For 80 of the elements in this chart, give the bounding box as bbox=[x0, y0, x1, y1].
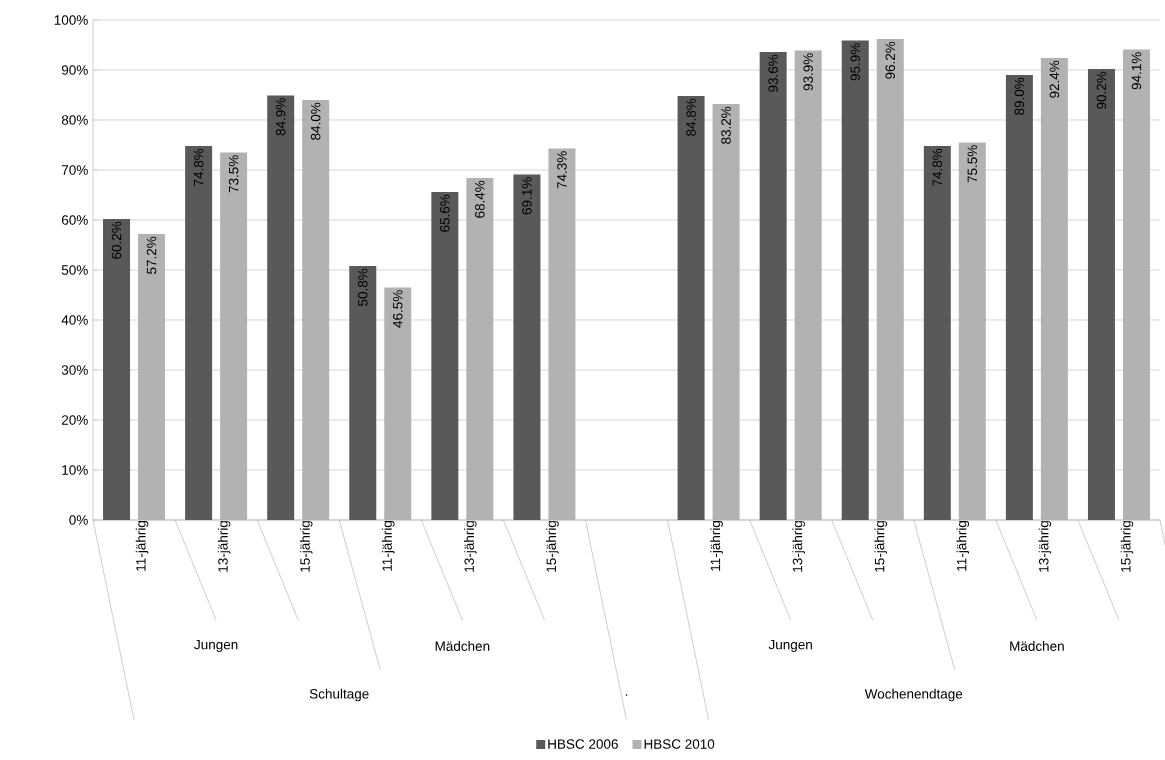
data-label: 84.8% bbox=[686, 98, 696, 136]
data-label: 46.5% bbox=[393, 290, 403, 328]
text: Jungen bbox=[194, 639, 238, 653]
bar bbox=[431, 192, 459, 520]
bar bbox=[220, 152, 248, 520]
bar bbox=[267, 95, 295, 520]
x-tick-label: 15-jährig bbox=[874, 521, 888, 572]
bar bbox=[1087, 69, 1115, 520]
bar bbox=[794, 50, 822, 520]
bar bbox=[1040, 58, 1068, 520]
text: Mädchen bbox=[435, 641, 490, 651]
y-tick-label: 60% bbox=[61, 215, 88, 225]
data-label: 57.2% bbox=[146, 236, 157, 274]
y-tick-label: 100% bbox=[54, 15, 88, 25]
bar bbox=[1005, 75, 1033, 520]
x-tick-label: 15-jährig bbox=[299, 521, 313, 572]
bar bbox=[185, 146, 213, 520]
bar bbox=[841, 40, 869, 520]
x-tick-label: 13-jährig bbox=[217, 521, 231, 572]
data-label: 75.5% bbox=[967, 145, 978, 183]
text: . bbox=[625, 694, 628, 696]
x-tick-label: 11-jährig bbox=[710, 521, 723, 571]
data-label: 94.1% bbox=[1131, 52, 1142, 90]
bar bbox=[759, 51, 787, 520]
bar bbox=[923, 146, 951, 520]
x-tick-label: 11-jährig bbox=[135, 521, 149, 571]
data-label: 74.8% bbox=[193, 148, 204, 186]
bar bbox=[876, 38, 904, 520]
bar bbox=[466, 178, 494, 520]
text: Mädchen bbox=[1010, 641, 1064, 651]
bar bbox=[138, 234, 166, 520]
x-tick-label: 11-jährig bbox=[956, 521, 970, 571]
y-tick-label: 80% bbox=[61, 115, 88, 125]
x-tick-label: 13-jährig bbox=[792, 521, 805, 572]
data-label: 95.9% bbox=[850, 43, 860, 81]
y-tick-label: 70% bbox=[61, 165, 88, 175]
data-label: 69.1% bbox=[522, 177, 532, 215]
y-tick-label: 40% bbox=[61, 315, 88, 325]
data-label: 74.8% bbox=[932, 148, 943, 186]
bar bbox=[548, 148, 576, 520]
data-label: 93.6% bbox=[768, 54, 778, 92]
y-tick-label: 90% bbox=[61, 65, 88, 75]
y-tick-label: 50% bbox=[61, 265, 88, 275]
bar bbox=[384, 287, 412, 520]
data-label: 89.0% bbox=[1014, 77, 1025, 115]
bar bbox=[712, 104, 740, 520]
x-tick-label: 13-jährig bbox=[1038, 521, 1052, 572]
bar bbox=[302, 100, 330, 520]
y-tick-label: 30% bbox=[61, 365, 88, 375]
x-tick-label: 15-jährig bbox=[1120, 521, 1134, 572]
text: Wochenendtage bbox=[864, 688, 963, 702]
data-label: 65.6% bbox=[440, 194, 450, 232]
bar bbox=[958, 142, 986, 520]
x-tick-label: 13-jährig bbox=[464, 521, 477, 572]
data-label: 74.3% bbox=[557, 151, 567, 189]
data-label: 83.2% bbox=[721, 106, 731, 144]
data-label: 68.4% bbox=[475, 180, 485, 218]
bar bbox=[677, 96, 705, 520]
legend-label: HBSC 2006 bbox=[548, 739, 618, 749]
x-tick-label: 11-jährig bbox=[381, 521, 395, 571]
y-tick-label: 0% bbox=[69, 515, 88, 525]
legend-label: HBSC 2010 bbox=[644, 739, 715, 749]
x-tick-label: 15-jährig bbox=[546, 521, 559, 572]
text: Schultage bbox=[309, 688, 369, 702]
data-label: 84.0% bbox=[310, 102, 321, 140]
data-label: 93.9% bbox=[803, 53, 813, 91]
data-label: 92.4% bbox=[1049, 60, 1060, 98]
data-label: 84.9% bbox=[275, 98, 286, 136]
y-tick-label: 10% bbox=[62, 465, 88, 475]
bar bbox=[349, 266, 377, 520]
bar bbox=[1122, 49, 1150, 520]
data-label: 96.2% bbox=[885, 41, 896, 79]
bar bbox=[513, 174, 541, 520]
data-label: 73.5% bbox=[228, 155, 239, 193]
data-label: 60.2% bbox=[111, 221, 122, 259]
text: Jungen bbox=[768, 639, 812, 653]
data-label: 50.8% bbox=[358, 268, 368, 306]
y-tick-label: 20% bbox=[61, 415, 88, 425]
bar bbox=[103, 219, 131, 520]
data-label: 90.2% bbox=[1096, 71, 1107, 109]
